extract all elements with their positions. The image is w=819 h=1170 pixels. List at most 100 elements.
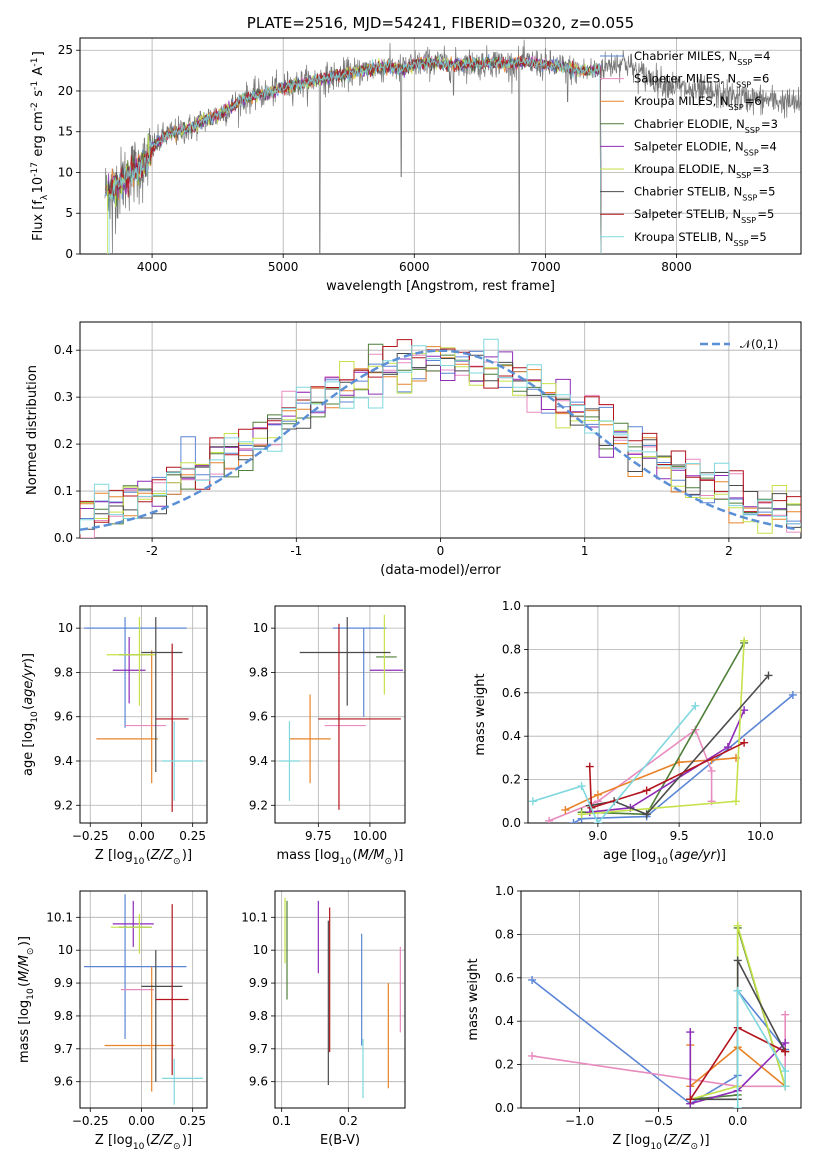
weight-point-marker	[723, 743, 732, 752]
weight-point-marker	[686, 1028, 695, 1037]
y-tick-label: 0.4	[502, 729, 521, 743]
spectrum-axes: 4000 5000 6000 7000 8000 0 5 10 15 20 25	[58, 37, 802, 274]
legend-entry: Salpeter STELIB, NSSP =5	[634, 207, 774, 225]
y-tick-label: 9.6	[249, 710, 268, 724]
y-tick-label: 1.0	[502, 599, 521, 613]
y-tick-label: 10.1	[46, 910, 73, 924]
axes-frame	[527, 605, 802, 824]
weight-point-marker	[642, 810, 651, 819]
mass_vs_ebv-error-bars	[284, 897, 401, 1099]
age_vs_Z-ylabel: age [log10 (age/yr)]	[21, 653, 40, 776]
weight-point-marker	[528, 975, 537, 984]
y-tick-label: 10	[253, 943, 268, 957]
axes-frame	[79, 605, 208, 824]
weight-point-marker	[733, 956, 742, 965]
y-tick-label: 9.7	[249, 1042, 268, 1056]
x-tick-label: 6000	[399, 260, 430, 274]
weight-point-marker	[545, 816, 554, 823]
y-tick-label: 20	[58, 84, 73, 98]
x-tick-label: −0.5	[644, 1114, 673, 1128]
model-spectrum-chabrier-stelib	[107, 53, 602, 254]
weight_vs_Z-lines	[528, 921, 790, 1108]
model-spectrum-kroupa-stelib	[108, 54, 602, 254]
weight-point-marker	[740, 706, 749, 715]
weight-point-marker	[781, 1047, 790, 1056]
y-tick-label: 0.8	[495, 927, 514, 941]
y-tick-label: 0.4	[495, 1014, 514, 1028]
y-tick-label: 5	[65, 206, 73, 220]
mass_vs_Z-ylabel: mass [log10 (M/M⊙ )]	[17, 936, 36, 1063]
x-tick-label: 0.25	[179, 829, 206, 843]
residuals-xlabel: (data-model)/error	[380, 563, 501, 578]
model-spectrum-chabrier-miles	[104, 54, 602, 254]
age_vs_Z-error-bars	[84, 617, 203, 812]
x-tick-label: 0.00	[128, 829, 155, 843]
y-tick-label: 10	[58, 165, 73, 179]
x-tick-label: 4000	[137, 260, 168, 274]
y-tick-label: 0.0	[502, 816, 521, 830]
weight-point-marker	[781, 1010, 790, 1019]
weight-line-salpeter-stelib	[588, 741, 745, 809]
x-tick-label: 9.5	[670, 829, 689, 843]
y-tick-label: 10	[253, 621, 268, 635]
model-spectrum-salpeter-stelib	[108, 55, 602, 254]
weight-line-chabrier-stelib	[589, 674, 770, 816]
spectrum-title: PLATE=2516, MJD=54241, FIBERID=0320, z=0…	[247, 14, 634, 32]
axes-frame	[79, 321, 802, 539]
weight-point-marker	[569, 819, 578, 823]
x-tick-label: 10.00	[353, 829, 387, 843]
y-tick-label: 0.0	[54, 531, 73, 545]
weight-point-marker	[593, 819, 602, 823]
y-tick-label: 15	[58, 125, 73, 139]
axes-frame	[520, 890, 802, 1109]
model-spectrum-salpeter-miles	[105, 55, 602, 254]
weight-line-salpeter-elodie	[589, 709, 745, 813]
axes-frame	[79, 37, 802, 255]
y-tick-label: 0.0	[495, 1101, 514, 1115]
y-tick-label: 9.7	[54, 1042, 73, 1056]
y-tick-label: 9.6	[249, 1075, 268, 1089]
x-tick-label: 7000	[530, 260, 561, 274]
y-tick-label: 0.2	[495, 1058, 514, 1072]
x-tick-label: 2	[725, 544, 733, 558]
x-tick-label: -2	[146, 544, 158, 558]
x-tick-label: 5000	[268, 260, 299, 274]
y-tick-label: 0.2	[54, 437, 73, 451]
legend-entry: Salpeter MILES, NSSP =6	[634, 72, 769, 90]
histogram-kroupa-stelib	[80, 338, 801, 535]
legend-entry-gaussian: 𝒩(0,1)	[740, 337, 778, 351]
legend-entry: Chabrier STELIB, NSSP =5	[634, 185, 775, 203]
weight-line-chabrier-miles	[573, 694, 794, 823]
residuals-ylabel: Normed distribution	[25, 365, 40, 495]
weight-point-marker	[686, 1095, 695, 1104]
y-tick-label: 0	[65, 247, 73, 261]
x-tick-label: −1.0	[565, 1114, 594, 1128]
y-tick-label: 9.8	[249, 1009, 268, 1023]
legend-entry: Chabrier ELODIE, NSSP =3	[634, 117, 778, 135]
legend-entry: Salpeter ELODIE, NSSP =4	[634, 139, 777, 157]
mass_vs_ebv-xlabel: E(B-V)	[320, 1133, 360, 1148]
weight-point-marker	[593, 790, 602, 799]
weight-line-kroupa-stelib	[532, 705, 697, 823]
gaussian-reference-curve	[80, 349, 799, 532]
mass_vs_Z-error-bars	[84, 894, 203, 1105]
weight_vs_age-lines	[528, 636, 797, 823]
y-tick-label: 9.9	[249, 976, 268, 990]
weight_vs_age-axes: 9.0 9.5 10.0 0.0 0.2 0.4 0.6 0.8 1.0	[502, 599, 802, 843]
x-tick-label: 0.2	[339, 1114, 358, 1128]
x-tick-label: 9.75	[305, 829, 332, 843]
x-tick-label: 10.0	[747, 829, 774, 843]
y-tick-label: 0.1	[54, 484, 73, 498]
x-tick-label: −0.25	[72, 829, 109, 843]
weight-point-marker	[781, 1038, 790, 1047]
spectrum-lines	[104, 39, 801, 254]
weight_vs_Z-xlabel: Z [log10 (Z/Z⊙ )]	[612, 1133, 709, 1152]
x-tick-label: 0.25	[179, 1114, 206, 1128]
x-tick-label: 1	[581, 544, 589, 558]
y-tick-label: 0.4	[54, 343, 73, 357]
axes-frame	[79, 890, 208, 1109]
x-tick-label: 0.0	[728, 1114, 747, 1128]
weight-point-marker	[733, 986, 742, 995]
x-tick-label: 0.1	[272, 1114, 291, 1128]
